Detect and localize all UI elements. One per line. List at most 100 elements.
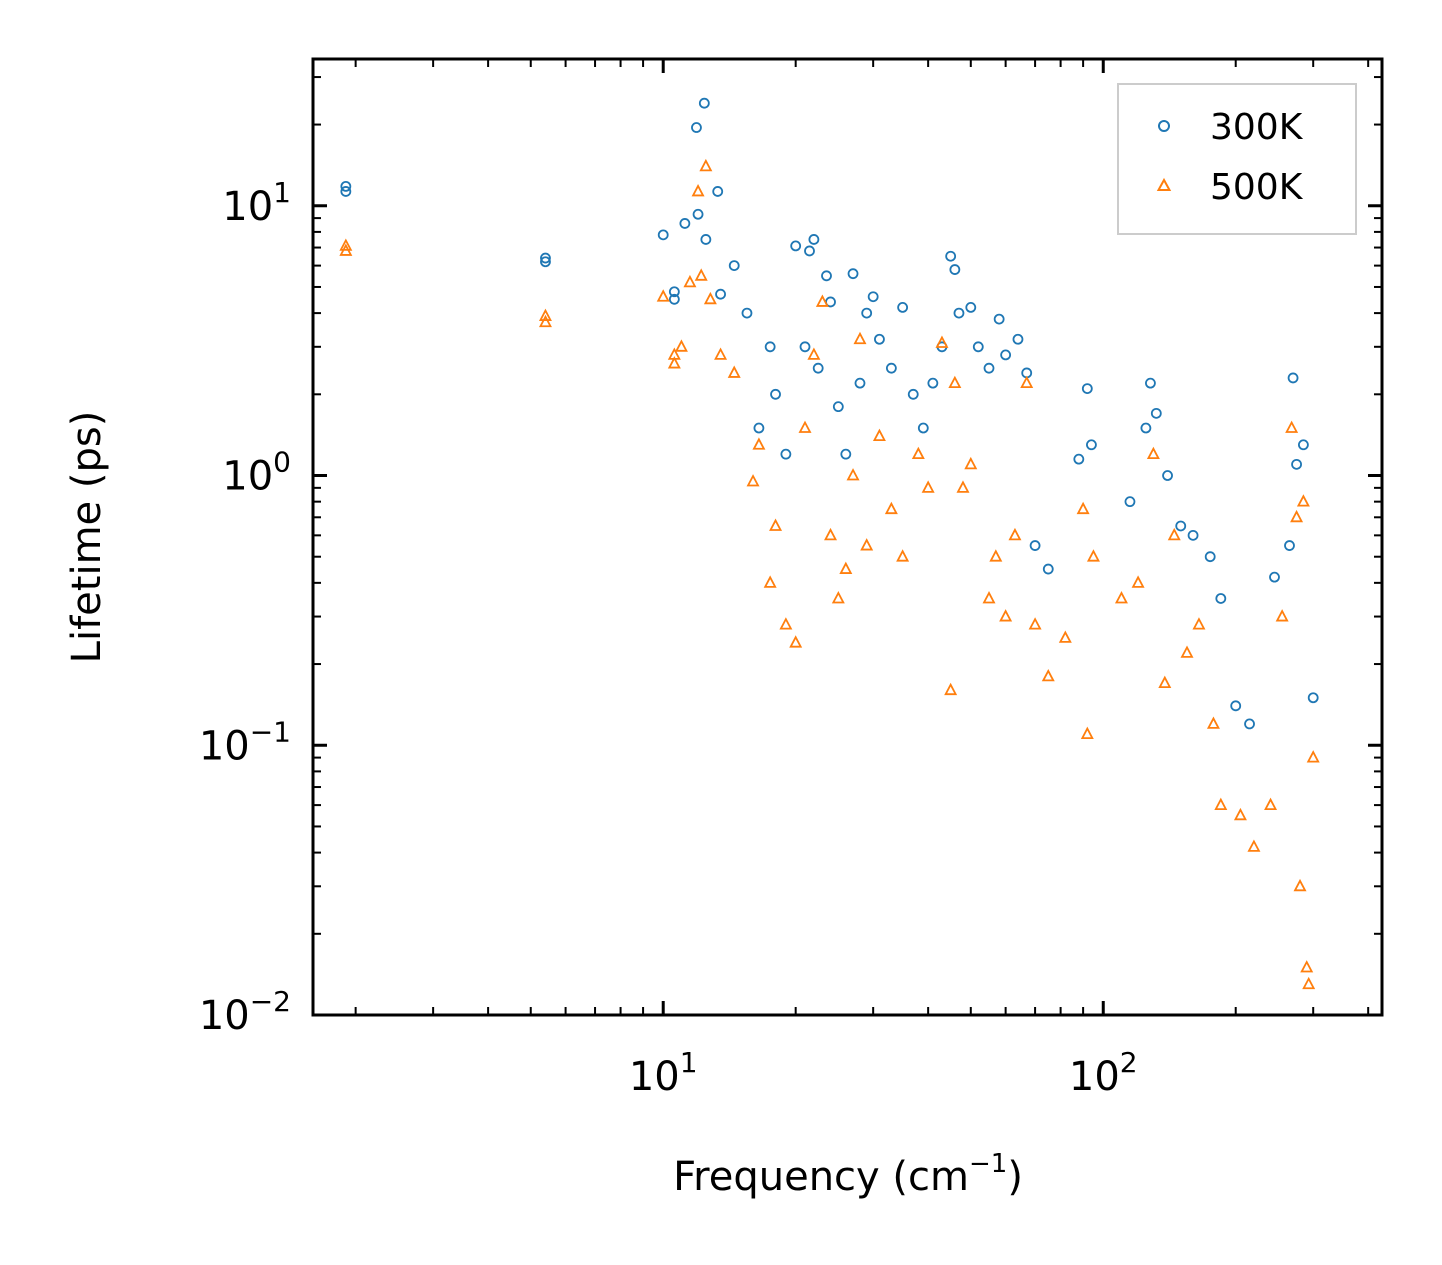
- point-500K-17: [763, 575, 777, 588]
- point-500K-41: [989, 549, 1003, 562]
- point-300K-16: [753, 422, 765, 434]
- point-500K-0: [339, 238, 353, 251]
- point-300K-19: [780, 448, 792, 460]
- point-500K-15: [746, 474, 760, 487]
- point-300K-22: [804, 245, 815, 257]
- point-300K-71: [1307, 692, 1319, 704]
- series-300K: [340, 97, 1319, 730]
- point-300K-41: [949, 264, 961, 275]
- point-300K-47: [1000, 349, 1012, 361]
- point-300K-6: [668, 293, 680, 305]
- point-300K-4: [657, 229, 669, 241]
- point-300K-29: [847, 268, 859, 280]
- point-300K-45: [983, 362, 995, 374]
- tick-labels: 101 102 101 100 10−1 10−2: [199, 176, 1138, 1100]
- point-500K-51: [1114, 591, 1128, 604]
- point-500K-49: [1080, 726, 1094, 739]
- point-500K-39: [964, 456, 978, 470]
- point-300K-67: [1284, 540, 1295, 551]
- point-300K-0: [340, 180, 352, 192]
- legend-marker-300k: [1158, 120, 1170, 132]
- point-500K-34: [921, 480, 935, 493]
- point-500K-25: [831, 591, 845, 604]
- point-500K-53: [1146, 446, 1160, 460]
- point-500K-18: [769, 518, 783, 531]
- point-500K-9: [691, 184, 705, 197]
- point-500K-38: [956, 480, 970, 493]
- point-300K-50: [1029, 540, 1041, 551]
- point-300K-54: [1086, 439, 1097, 451]
- y-tick-label-0: 101: [222, 176, 291, 230]
- point-300K-68: [1287, 372, 1299, 384]
- point-500K-23: [815, 294, 829, 307]
- point-500K-8: [683, 274, 697, 288]
- point-500K-56: [1180, 645, 1194, 658]
- y-tick-label-2: 10−1: [199, 715, 291, 769]
- scatter-marks: [339, 97, 1320, 990]
- point-500K-6: [667, 356, 681, 369]
- point-500K-70: [1306, 750, 1320, 763]
- y-tick-label-1: 100: [222, 446, 291, 500]
- point-500K-36: [944, 682, 958, 696]
- point-300K-35: [897, 301, 909, 313]
- point-300K-18: [770, 388, 781, 400]
- point-500K-12: [703, 291, 717, 305]
- point-300K-12: [712, 186, 724, 197]
- point-500K-46: [1041, 668, 1055, 682]
- point-500K-45: [1028, 617, 1042, 630]
- point-300K-8: [691, 122, 702, 133]
- point-300K-38: [927, 377, 939, 389]
- point-300K-69: [1291, 458, 1302, 470]
- point-500K-30: [872, 428, 886, 441]
- point-500K-43: [1008, 527, 1022, 541]
- point-500K-65: [1290, 509, 1304, 523]
- point-500K-20: [789, 635, 803, 648]
- point-500K-67: [1296, 494, 1310, 507]
- point-300K-17: [764, 341, 776, 353]
- point-500K-16: [752, 437, 766, 450]
- point-500K-14: [727, 365, 741, 378]
- series-500K: [339, 158, 1320, 990]
- point-500K-26: [839, 561, 853, 574]
- point-500K-37: [948, 375, 962, 389]
- point-300K-70: [1297, 439, 1309, 451]
- point-300K-31: [861, 307, 873, 319]
- point-300K-9: [698, 97, 710, 109]
- point-300K-27: [832, 401, 844, 413]
- point-500K-40: [982, 591, 996, 604]
- point-500K-61: [1247, 839, 1261, 852]
- x-axis-label: Frequency (cm−1): [673, 1149, 1023, 1200]
- point-500K-33: [911, 446, 925, 460]
- point-300K-37: [917, 422, 929, 434]
- legend-label-300k: 300K: [1210, 107, 1304, 148]
- legend-label-500k: 500K: [1210, 167, 1304, 208]
- point-500K-59: [1214, 797, 1228, 810]
- point-300K-28: [840, 448, 852, 460]
- point-500K-29: [860, 538, 874, 551]
- point-300K-7: [679, 218, 691, 229]
- point-300K-21: [799, 341, 811, 353]
- legend: 300K 500K: [1117, 83, 1357, 235]
- point-500K-69: [1302, 976, 1316, 990]
- point-300K-44: [972, 341, 984, 353]
- point-300K-59: [1162, 470, 1173, 481]
- point-300K-64: [1230, 700, 1242, 712]
- point-500K-47: [1058, 630, 1072, 643]
- point-300K-43: [965, 301, 977, 313]
- point-300K-34: [885, 362, 897, 374]
- point-500K-57: [1192, 617, 1206, 630]
- point-300K-46: [993, 313, 1005, 325]
- point-300K-40: [945, 250, 957, 262]
- point-500K-28: [853, 331, 867, 345]
- y-axis-label: Lifetime (ps): [64, 411, 110, 664]
- point-300K-62: [1204, 551, 1216, 563]
- point-300K-1: [340, 186, 352, 197]
- point-500K-32: [896, 549, 910, 562]
- point-500K-58: [1206, 716, 1220, 729]
- point-500K-68: [1300, 960, 1314, 973]
- point-300K-5: [668, 286, 680, 298]
- y-tick-label-3: 10−2: [199, 985, 291, 1039]
- plot-frame: [311, 57, 1384, 1017]
- point-300K-14: [728, 260, 740, 272]
- point-300K-65: [1244, 718, 1255, 730]
